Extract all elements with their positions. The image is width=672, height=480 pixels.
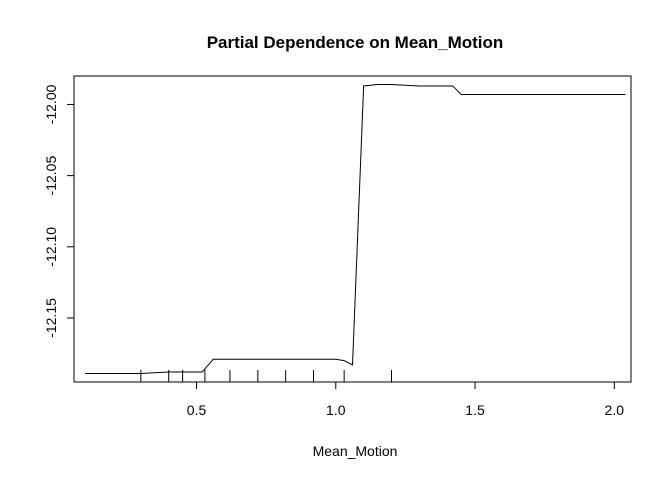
rug-marks bbox=[140, 370, 392, 382]
y-tick-label: -12.10 bbox=[43, 227, 59, 267]
y-tick-label: -12.05 bbox=[43, 156, 59, 196]
x-tick-label: 1.0 bbox=[326, 402, 346, 418]
chart-title: Partial Dependence on Mean_Motion bbox=[207, 33, 504, 52]
x-axis: 0.5 1.0 1.5 2.0 bbox=[187, 381, 625, 418]
x-tick-label: 1.5 bbox=[465, 402, 485, 418]
x-tick-label: 0.5 bbox=[187, 402, 207, 418]
y-tick-label: -12.15 bbox=[43, 298, 59, 338]
partial-dependence-line bbox=[85, 84, 626, 374]
plot-frame bbox=[73, 75, 632, 383]
y-axis: -12.00 -12.05 -12.10 -12.15 bbox=[43, 84, 75, 338]
x-tick-label: 2.0 bbox=[605, 402, 625, 418]
y-tick-label: -12.00 bbox=[43, 84, 59, 124]
x-axis-label: Mean_Motion bbox=[313, 443, 398, 459]
